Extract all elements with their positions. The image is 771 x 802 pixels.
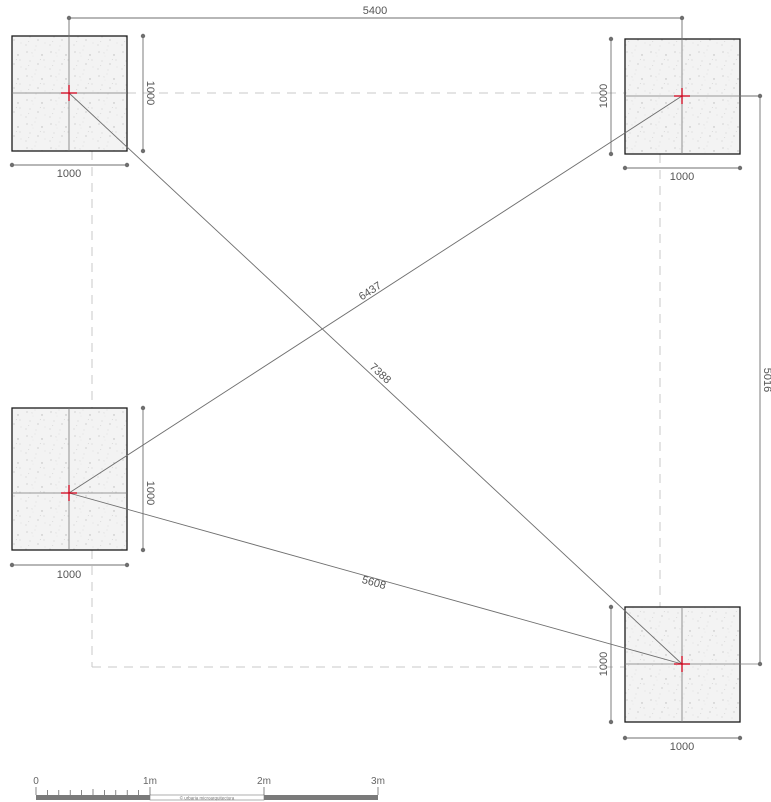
footing-dimensions bbox=[9, 33, 743, 741]
dimension-node bbox=[622, 165, 628, 171]
diagonal-5608-label: 5608 bbox=[360, 574, 387, 592]
scale-label-0: 0 bbox=[33, 776, 39, 787]
diagonal-5608-line bbox=[68, 492, 683, 665]
diagonal-7388-line bbox=[68, 92, 683, 665]
scale-bar-segment-2 bbox=[264, 795, 378, 800]
hidden-outline bbox=[91, 92, 661, 668]
dimension-node bbox=[140, 148, 146, 154]
dimension-node bbox=[608, 604, 614, 610]
right-span-label: 5016 bbox=[761, 368, 771, 392]
scale-bar-segment-0 bbox=[36, 795, 150, 800]
dimension-node bbox=[9, 162, 15, 168]
footing-slab bbox=[624, 38, 741, 155]
center-mark-icon bbox=[61, 85, 77, 101]
dimension-node bbox=[124, 562, 130, 568]
footing-top-left-width-label: 1000 bbox=[57, 168, 81, 180]
dimension-node bbox=[757, 93, 763, 99]
dimension-node bbox=[140, 33, 146, 39]
dimension-node bbox=[9, 562, 15, 568]
footing-top-right-depth-label: 1000 bbox=[598, 84, 610, 108]
footing-bottom-right-depth-label: 1000 bbox=[598, 652, 610, 676]
scale-bar: 0 1m 2m 3m © urbaria microarquitectura bbox=[33, 776, 385, 801]
footing-slab bbox=[11, 407, 128, 551]
footing-mid-left-depth-label: 1000 bbox=[144, 481, 156, 505]
dimension-node bbox=[124, 162, 130, 168]
dimension-node bbox=[608, 719, 614, 725]
dimension-node bbox=[140, 547, 146, 553]
scale-label-3m: 3m bbox=[371, 776, 385, 787]
footing-top-right-width-label: 1000 bbox=[670, 171, 694, 183]
scale-label-2m: 2m bbox=[257, 776, 271, 787]
dimension-node bbox=[608, 151, 614, 157]
dimension-node bbox=[140, 405, 146, 411]
dimension-right bbox=[740, 93, 763, 667]
dimension-top bbox=[66, 15, 685, 39]
center-mark-icon bbox=[674, 656, 690, 672]
diagonal-6437-line bbox=[68, 95, 683, 494]
center-mark-icon bbox=[61, 485, 77, 501]
dimension-node bbox=[757, 661, 763, 667]
center-mark-icon bbox=[674, 88, 690, 104]
footing-top-left-depth-label: 1000 bbox=[144, 81, 156, 105]
diagonal-6437-label: 6437 bbox=[357, 280, 384, 303]
footing-bottom-right-width-label: 1000 bbox=[670, 741, 694, 753]
footing-mid-left bbox=[11, 407, 128, 551]
footing-mid-left-width-label: 1000 bbox=[57, 569, 81, 581]
scale-bar-credit: © urbaria microarquitectura bbox=[180, 795, 235, 801]
dimension-node bbox=[622, 735, 628, 741]
dimension-node bbox=[737, 165, 743, 171]
dimension-node bbox=[737, 735, 743, 741]
footing-bottom-right bbox=[624, 606, 762, 723]
dimension-node bbox=[66, 15, 72, 21]
center-marks bbox=[61, 85, 690, 672]
dimension-node bbox=[608, 36, 614, 42]
dimension-node bbox=[679, 15, 685, 21]
diagonals bbox=[68, 92, 683, 665]
top-span-label: 5400 bbox=[363, 5, 387, 17]
scale-label-1m: 1m bbox=[143, 776, 157, 787]
scale-bar-ticks bbox=[35, 787, 379, 795]
